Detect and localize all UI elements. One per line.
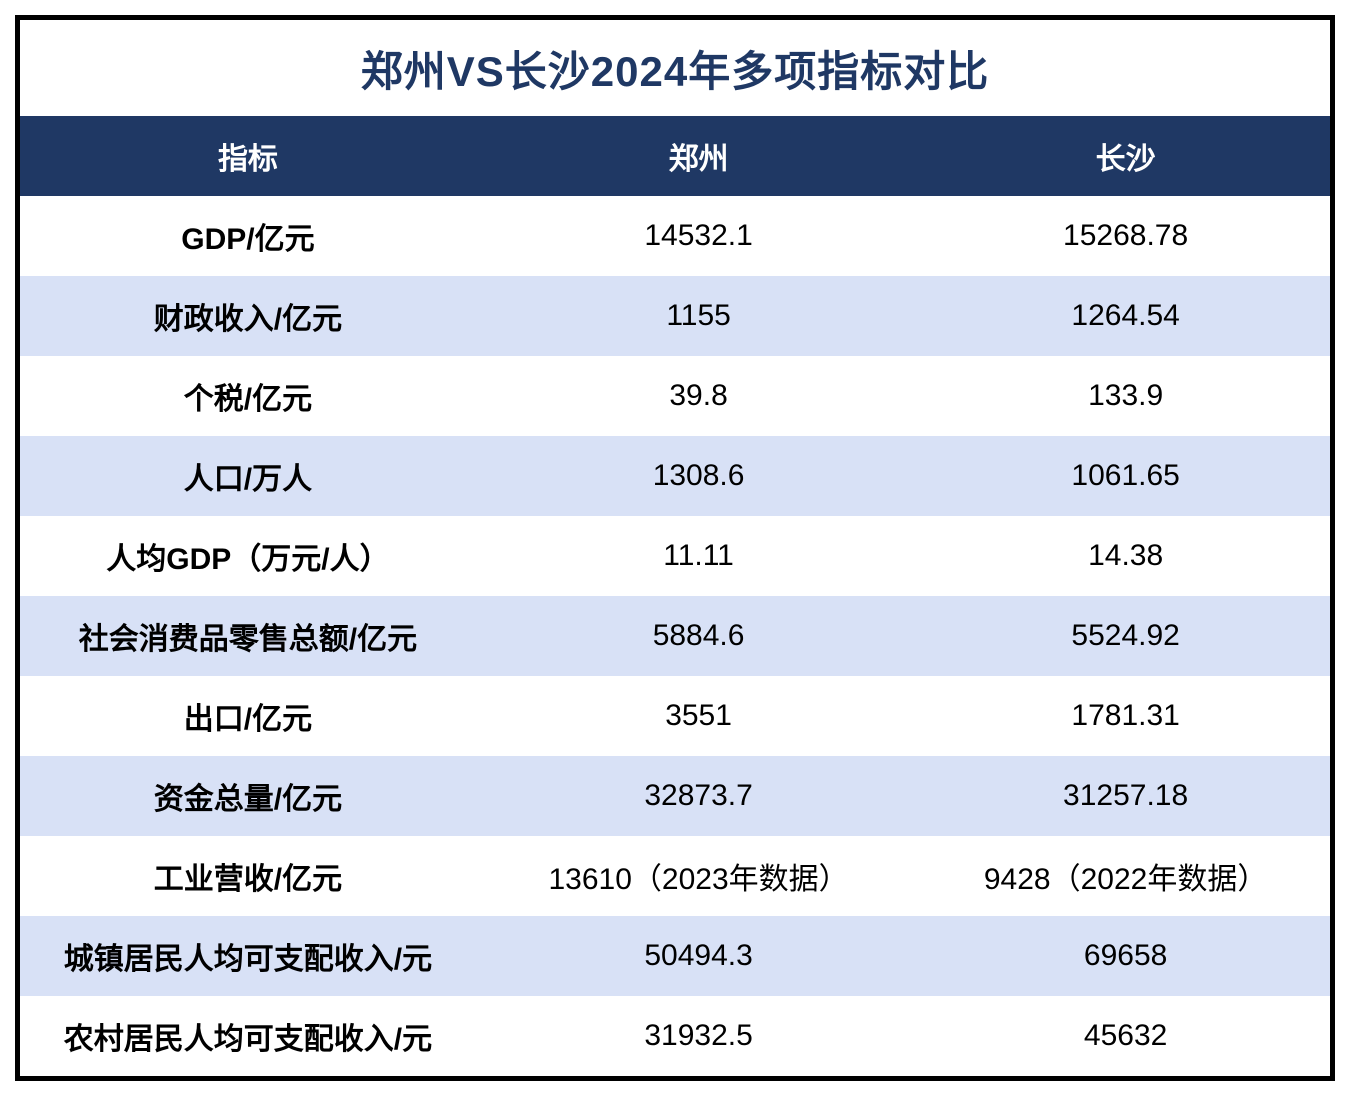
changsha-value: 15268.78 (1063, 219, 1189, 252)
zhengzhou-value: 39.8 (669, 379, 728, 412)
table-row: 财政收入/亿元 1155 1264.54 (20, 276, 1330, 356)
table-row: 出口/亿元 3551 1781.31 (20, 676, 1330, 756)
table-row: 资金总量/亿元 32873.7 31257.18 (20, 756, 1330, 836)
changsha-value: 5524.92 (1071, 619, 1180, 652)
row-label: 个税/亿元 (183, 383, 313, 416)
row-label: 出口/亿元 (183, 703, 313, 736)
row-label: 社会消费品零售总额/亿元 (78, 623, 418, 656)
zhengzhou-value: 3551 (665, 699, 732, 732)
row-label: 人口/万人 (183, 463, 313, 496)
zhengzhou-value: 11.11 (663, 539, 734, 572)
row-label: 人均GDP（万元/人） (106, 543, 390, 576)
table-row: 人口/万人 1308.6 1061.65 (20, 436, 1330, 516)
table-row: 社会消费品零售总额/亿元 5884.6 5524.92 (20, 596, 1330, 676)
column-header-zhengzhou: 郑州 (668, 143, 729, 176)
changsha-value: 1264.54 (1071, 299, 1180, 332)
changsha-value: 14.38 (1088, 539, 1164, 572)
column-header-indicator: 指标 (217, 143, 278, 176)
row-label: 工业营收/亿元 (153, 863, 343, 896)
row-label: 城镇居民人均可支配收入/元 (63, 943, 433, 976)
changsha-value: 9428（2022年数据） (983, 863, 1268, 896)
zhengzhou-value: 1155 (666, 299, 731, 332)
table-row: 个税/亿元 39.8 133.9 (20, 356, 1330, 436)
changsha-value: 1061.65 (1071, 459, 1180, 492)
table-row: 城镇居民人均可支配收入/元 50494.3 69658 (20, 916, 1330, 996)
zhengzhou-value: 31932.5 (644, 1019, 753, 1052)
changsha-value: 1781.31 (1071, 699, 1180, 732)
zhengzhou-value: 1308.6 (652, 459, 745, 492)
zhengzhou-value: 5884.6 (652, 619, 745, 652)
row-label: 财政收入/亿元 (153, 303, 343, 336)
table-row: 农村居民人均可支配收入/元 31932.5 45632 (20, 996, 1330, 1076)
comparison-table-card: 郑州VS长沙2024年多项指标对比 指标 郑州 长沙 GDP/亿元 14532.… (15, 15, 1335, 1081)
zhengzhou-value: 14532.1 (644, 219, 753, 252)
table-row: 人均GDP（万元/人） 11.11 14.38 (20, 516, 1330, 596)
changsha-value: 31257.18 (1063, 779, 1189, 812)
zhengzhou-value: 50494.3 (644, 939, 753, 972)
row-label: GDP/亿元 (181, 223, 315, 256)
changsha-value: 69658 (1083, 939, 1168, 972)
changsha-value: 45632 (1083, 1019, 1168, 1052)
zhengzhou-value: 13610（2023年数据） (548, 863, 849, 896)
row-label: 资金总量/亿元 (153, 783, 343, 816)
changsha-value: 133.9 (1088, 379, 1164, 412)
page-title: 郑州VS长沙2024年多项指标对比 (360, 47, 990, 95)
table-body: GDP/亿元 14532.1 15268.78 财政收入/亿元 1155 126… (20, 196, 1330, 1076)
table-header-row: 指标 郑州 长沙 (20, 116, 1330, 196)
zhengzhou-value: 32873.7 (644, 779, 753, 812)
table-row: GDP/亿元 14532.1 15268.78 (20, 196, 1330, 276)
row-label: 农村居民人均可支配收入/元 (63, 1023, 433, 1056)
table-row: 工业营收/亿元 13610（2023年数据） 9428（2022年数据） (20, 836, 1330, 916)
column-header-changsha: 长沙 (1095, 143, 1156, 176)
